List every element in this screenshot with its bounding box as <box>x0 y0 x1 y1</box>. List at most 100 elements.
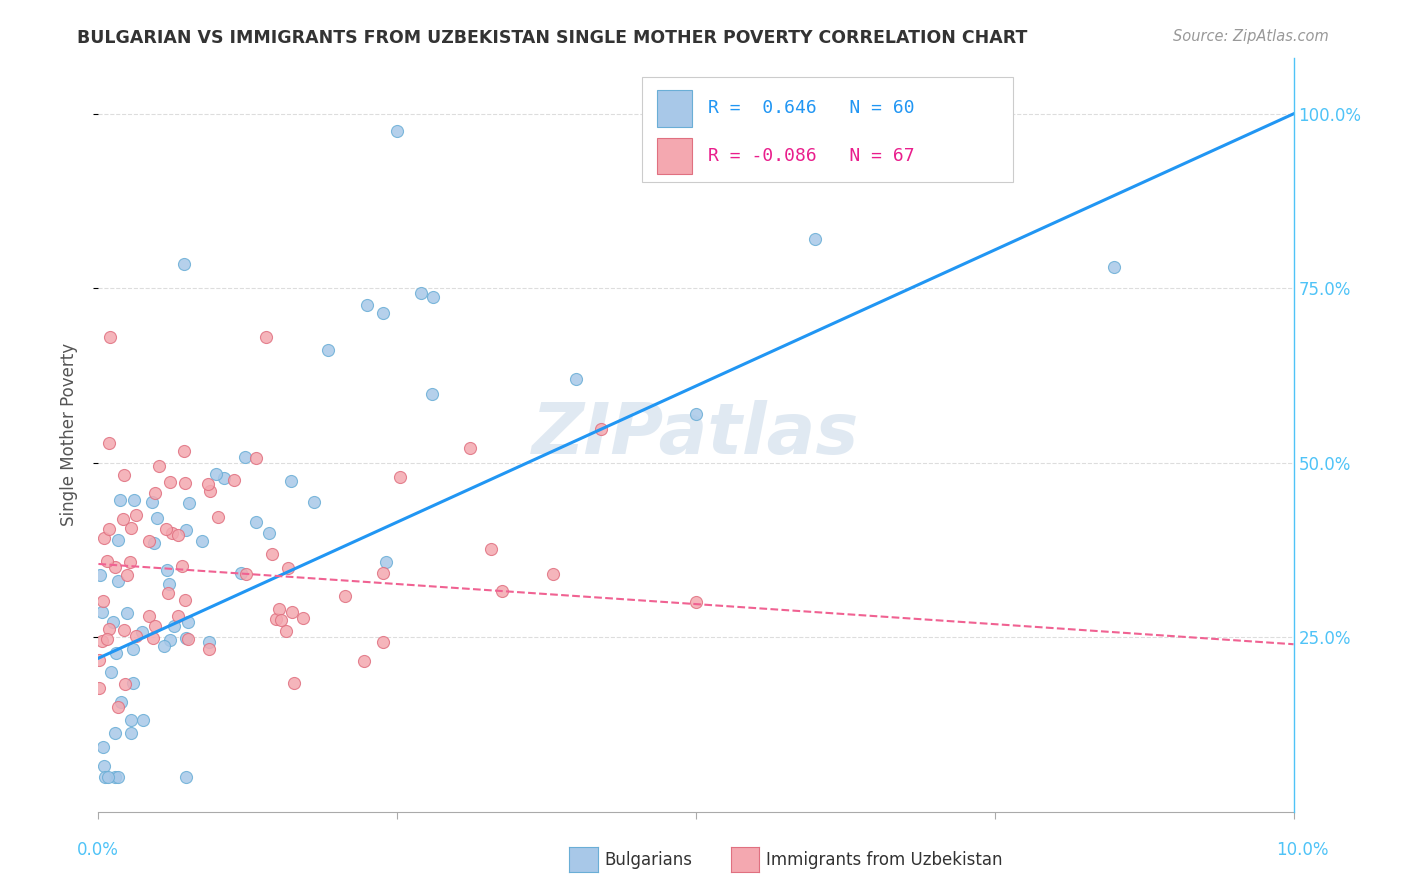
Point <box>207 510 229 524</box>
Point <box>222 473 245 487</box>
Point <box>122 642 145 657</box>
Point <box>163 619 186 633</box>
Point <box>159 632 181 647</box>
Point <box>541 567 564 582</box>
Point <box>157 577 180 591</box>
Point <box>104 560 127 574</box>
Point <box>422 387 444 401</box>
Point <box>89 681 111 695</box>
Point <box>115 606 138 620</box>
Point <box>479 542 502 557</box>
Point <box>98 522 121 536</box>
Point <box>174 592 197 607</box>
Point <box>491 584 513 599</box>
Point <box>388 470 411 484</box>
Point <box>141 495 163 509</box>
Point <box>353 654 375 668</box>
Point <box>90 605 112 619</box>
Point <box>97 770 120 784</box>
Text: R = -0.086   N = 67: R = -0.086 N = 67 <box>709 147 914 165</box>
Point <box>98 622 121 636</box>
Point <box>302 495 325 509</box>
Text: ZIPatlas: ZIPatlas <box>533 401 859 469</box>
Point <box>159 475 181 489</box>
Text: 0.0%: 0.0% <box>77 840 120 858</box>
Point <box>89 568 111 582</box>
Point <box>120 521 142 535</box>
Point <box>110 695 132 709</box>
Point <box>90 633 112 648</box>
Point <box>375 555 398 569</box>
Point <box>229 566 252 580</box>
Point <box>91 594 114 608</box>
Point <box>1104 260 1126 275</box>
Point <box>198 484 221 499</box>
Point <box>283 676 305 690</box>
Point <box>280 474 302 488</box>
Point <box>100 665 122 679</box>
Point <box>152 639 174 653</box>
Point <box>145 511 167 525</box>
FancyBboxPatch shape <box>643 77 1012 182</box>
Point <box>245 451 267 466</box>
Point <box>177 496 200 510</box>
Point <box>197 634 219 648</box>
Point <box>142 631 165 645</box>
Point <box>120 726 142 740</box>
Point <box>371 306 394 320</box>
Point <box>191 534 214 549</box>
Point <box>409 286 432 301</box>
Point <box>235 566 257 581</box>
Point <box>98 435 121 450</box>
Point <box>167 528 190 542</box>
Point <box>292 611 315 625</box>
Point <box>122 676 145 690</box>
Point <box>173 476 195 491</box>
Point <box>104 770 127 784</box>
Point <box>267 602 290 616</box>
Point <box>197 476 219 491</box>
Point <box>111 512 134 526</box>
Point <box>148 458 170 473</box>
Point <box>214 471 236 485</box>
Point <box>112 624 135 638</box>
Point <box>685 407 707 421</box>
Point <box>174 770 197 784</box>
Point <box>108 493 131 508</box>
Point <box>804 232 827 246</box>
Point <box>172 559 194 574</box>
Point <box>105 646 128 660</box>
Point <box>107 770 129 784</box>
Point <box>131 624 153 639</box>
Point <box>173 257 195 271</box>
Point <box>143 618 166 632</box>
Point <box>356 298 378 312</box>
Point <box>685 595 707 609</box>
Point <box>264 612 287 626</box>
Text: BULGARIAN VS IMMIGRANTS FROM UZBEKISTAN SINGLE MOTHER POVERTY CORRELATION CHART: BULGARIAN VS IMMIGRANTS FROM UZBEKISTAN … <box>77 29 1028 46</box>
Point <box>120 713 142 727</box>
Point <box>257 525 280 540</box>
Point <box>333 590 356 604</box>
Point <box>91 739 114 754</box>
Point <box>205 467 228 482</box>
Point <box>277 560 299 574</box>
Point <box>260 547 283 561</box>
Point <box>107 533 129 548</box>
Point <box>155 522 177 536</box>
Point <box>167 609 190 624</box>
Point <box>177 632 200 647</box>
Point <box>371 634 394 648</box>
Point <box>122 492 145 507</box>
Point <box>270 613 292 627</box>
Point <box>107 574 129 588</box>
Point <box>385 124 409 138</box>
Point <box>589 422 612 436</box>
Point <box>115 568 138 582</box>
Point <box>94 770 117 784</box>
Point <box>145 486 167 500</box>
Point <box>107 700 129 714</box>
Point <box>156 563 179 577</box>
Point <box>138 608 160 623</box>
Point <box>174 631 197 645</box>
